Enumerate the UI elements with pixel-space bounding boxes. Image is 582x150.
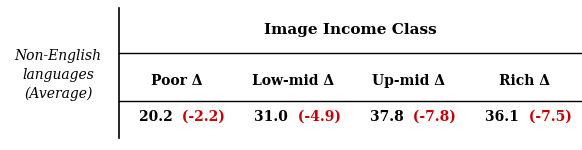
Text: 37.8: 37.8 xyxy=(370,110,409,124)
Text: Low-mid Δ: Low-mid Δ xyxy=(252,74,334,88)
Text: Rich Δ: Rich Δ xyxy=(499,74,549,88)
Text: (-7.5): (-7.5) xyxy=(524,110,572,124)
Text: Non-English
languages
(Average): Non-English languages (Average) xyxy=(15,49,102,101)
Text: 36.1: 36.1 xyxy=(485,110,524,124)
Text: Poor Δ: Poor Δ xyxy=(151,74,203,88)
Text: (-4.9): (-4.9) xyxy=(293,110,341,124)
Text: Up-mid Δ: Up-mid Δ xyxy=(372,74,445,88)
Text: (-7.8): (-7.8) xyxy=(409,110,456,124)
Text: Image Income Class: Image Income Class xyxy=(264,23,437,37)
Text: 20.2: 20.2 xyxy=(139,110,177,124)
Text: 31.0: 31.0 xyxy=(254,110,293,124)
Text: (-2.2): (-2.2) xyxy=(177,110,225,124)
